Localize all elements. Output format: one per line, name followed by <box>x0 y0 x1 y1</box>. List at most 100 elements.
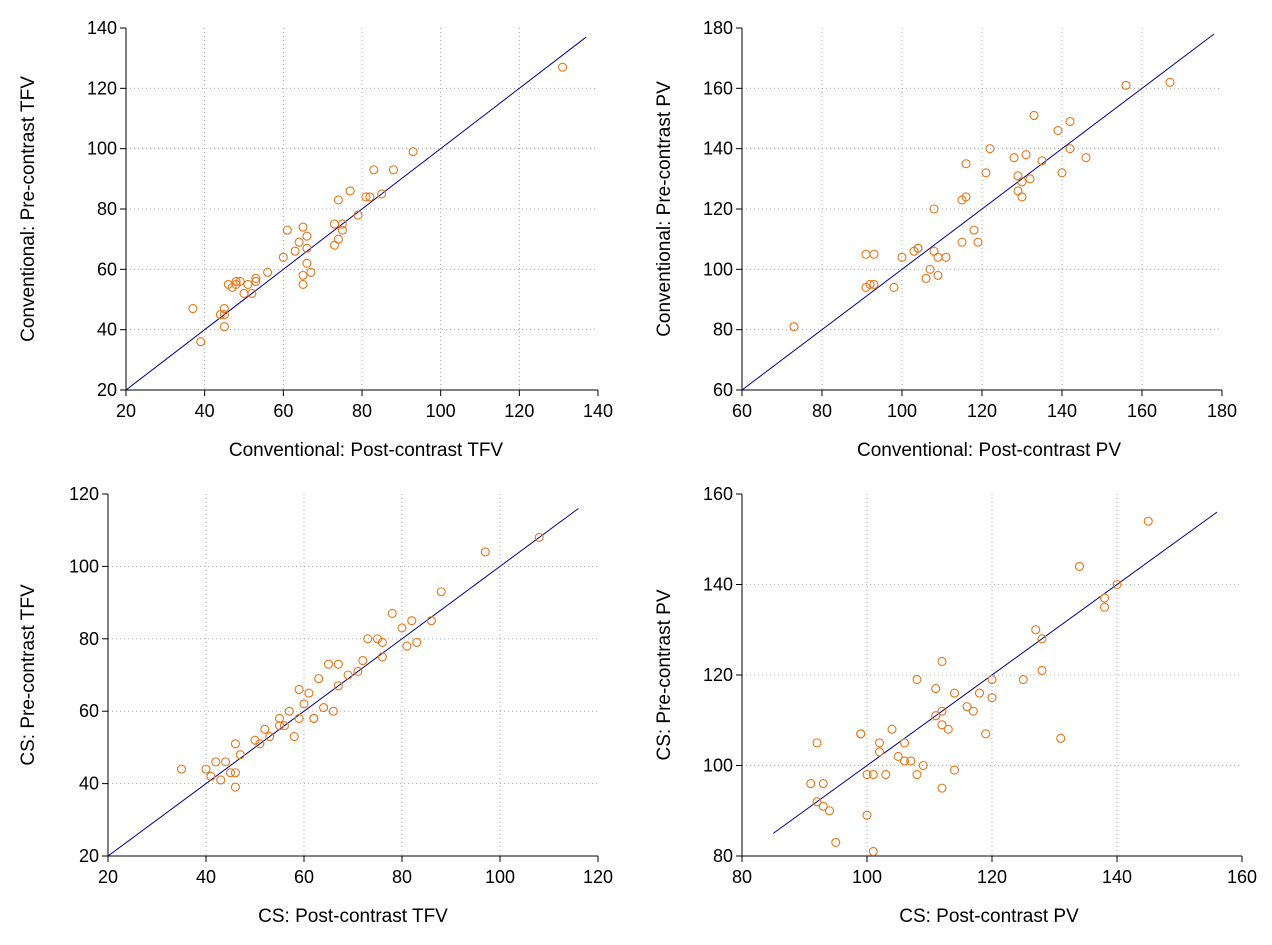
data-point <box>323 659 334 669</box>
data-point <box>1099 593 1110 603</box>
data-point <box>981 729 991 739</box>
data-point <box>219 303 229 314</box>
y-tick-label: 40 <box>97 320 117 340</box>
data-point <box>862 769 872 780</box>
data-point <box>235 276 245 286</box>
scatter-panel-4: 80 100 120 140 160 80 100 120 140 160 CS: Post-con… <box>654 484 1257 927</box>
data-point <box>1074 561 1085 571</box>
data-point <box>260 724 270 734</box>
data-point <box>806 779 816 789</box>
data-point <box>918 760 928 771</box>
y-tick-label: 160 <box>703 78 733 98</box>
data-point <box>304 688 314 698</box>
data-point <box>933 252 943 262</box>
data-point <box>818 779 828 789</box>
data-point <box>1065 144 1075 154</box>
data-point <box>868 846 878 857</box>
data-point <box>818 801 828 811</box>
y-tick-label: 120 <box>87 78 117 98</box>
x-tick-label: 20 <box>116 401 136 421</box>
data-point <box>278 252 288 262</box>
data-point <box>961 192 971 202</box>
x-tick-label: 20 <box>98 867 118 887</box>
data-point <box>251 273 261 283</box>
data-point <box>343 670 353 680</box>
data-point <box>309 713 319 723</box>
data-point <box>298 222 308 232</box>
data-point <box>221 757 231 767</box>
data-point <box>255 739 265 749</box>
data-point <box>235 750 245 760</box>
data-point <box>230 782 240 792</box>
data-point <box>377 189 387 199</box>
identity-line <box>125 36 587 391</box>
data-point <box>1112 579 1122 590</box>
data-point <box>279 721 289 731</box>
data-point <box>874 747 885 757</box>
data-point <box>1065 116 1075 127</box>
data-point <box>981 168 991 178</box>
data-point <box>358 655 368 666</box>
data-point <box>329 219 340 229</box>
data-point <box>247 288 257 299</box>
y-tick-label: 160 <box>703 484 733 504</box>
scatter-panel-2: 60 80 100 120 140 160 180 60 80 100 120 140 160 180 Co… <box>654 18 1237 461</box>
data-point <box>412 637 422 647</box>
data-point <box>1081 153 1091 163</box>
data-point <box>937 656 947 666</box>
data-point <box>314 674 324 684</box>
data-point <box>1025 174 1035 184</box>
x-tick-label: 80 <box>732 867 752 887</box>
y-tick-label: 100 <box>69 556 99 576</box>
data-point <box>337 225 347 235</box>
x-tick-label: 100 <box>485 867 515 887</box>
data-point <box>558 62 568 72</box>
data-point <box>263 267 273 277</box>
data-point <box>230 768 240 778</box>
data-point <box>251 276 261 286</box>
y-tick-label: 100 <box>703 259 733 279</box>
data-point <box>289 731 299 742</box>
data-point <box>201 764 211 774</box>
data-point <box>282 225 292 235</box>
data-point <box>302 243 312 253</box>
x-axis-title: Conventional: Post-contrast TFV <box>229 440 504 461</box>
data-point <box>912 674 922 685</box>
data-point <box>365 192 375 202</box>
data-point <box>333 234 343 244</box>
data-point <box>1013 186 1023 196</box>
x-axis-title: CS: Post-contrast PV <box>899 906 1079 927</box>
data-point <box>239 288 249 299</box>
data-point <box>899 756 910 766</box>
y-tick-label: 20 <box>79 846 99 866</box>
data-point <box>1021 150 1031 160</box>
data-point <box>1013 171 1023 181</box>
y-tick-label: 120 <box>703 199 733 219</box>
data-point <box>306 267 316 277</box>
x-tick-label: 100 <box>887 401 917 421</box>
data-point <box>889 282 899 292</box>
y-tick-label: 80 <box>79 629 99 649</box>
data-point <box>294 684 304 695</box>
data-point <box>1037 665 1047 676</box>
data-point <box>1099 602 1110 612</box>
data-point <box>812 797 822 807</box>
data-point <box>290 246 300 256</box>
data-point <box>1031 625 1041 635</box>
data-point <box>974 688 985 698</box>
data-point <box>789 322 799 332</box>
x-tick-label: 120 <box>583 867 613 887</box>
y-tick-label: 60 <box>97 259 117 279</box>
data-point <box>302 231 312 241</box>
data-point <box>968 706 978 716</box>
data-point <box>1017 177 1027 187</box>
data-point <box>985 144 995 154</box>
data-point <box>274 713 285 723</box>
y-tick-label: 40 <box>79 774 99 794</box>
data-point <box>1037 156 1047 166</box>
x-tick-label: 80 <box>352 401 372 421</box>
data-point <box>929 246 939 256</box>
identity-line <box>741 33 1215 391</box>
data-point <box>874 738 885 748</box>
data-point <box>941 252 951 262</box>
